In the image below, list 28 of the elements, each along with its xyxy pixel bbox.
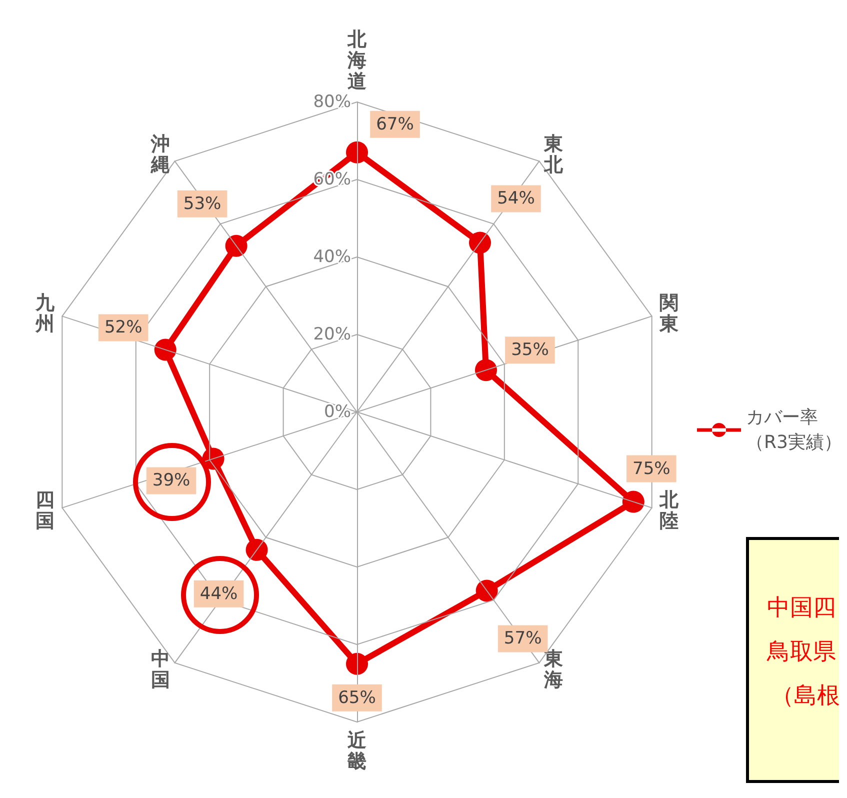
spoke-label: 関東 [658, 292, 680, 336]
text: （島根 [770, 682, 840, 711]
data-label: 65% [338, 688, 376, 708]
data-label: 54% [497, 188, 535, 209]
data-label: 52% [104, 318, 142, 338]
text: 中国四 [767, 594, 837, 623]
y-tick-label: 0% [324, 402, 351, 422]
spoke-label: 近畿 [346, 730, 368, 772]
spoke-label: 北海道 [346, 28, 368, 93]
data-label: 75% [632, 458, 670, 479]
spoke-label: 九州 [34, 292, 56, 336]
data-label: 44% [200, 584, 238, 604]
data-label: 57% [504, 628, 542, 649]
spoke-label: 東海 [542, 648, 564, 691]
data-label: 39% [152, 470, 190, 491]
y-tick-label: 20% [313, 324, 351, 344]
data-label: 53% [183, 194, 222, 214]
data-label: 67% [376, 114, 414, 134]
spoke-label: 北陸 [658, 488, 680, 532]
data-label: 35% [511, 340, 549, 360]
y-tick-label: 80% [313, 92, 351, 112]
y-tick-label: 40% [313, 247, 351, 267]
spoke-label: 四国 [36, 488, 55, 532]
legend-label: カバー率（R3実績） [746, 407, 842, 453]
spoke-label: 東北 [542, 133, 564, 176]
text: 鳥取県 [767, 638, 837, 667]
spoke-label: 中国 [151, 648, 170, 691]
spoke-label: 沖縄 [150, 133, 170, 176]
